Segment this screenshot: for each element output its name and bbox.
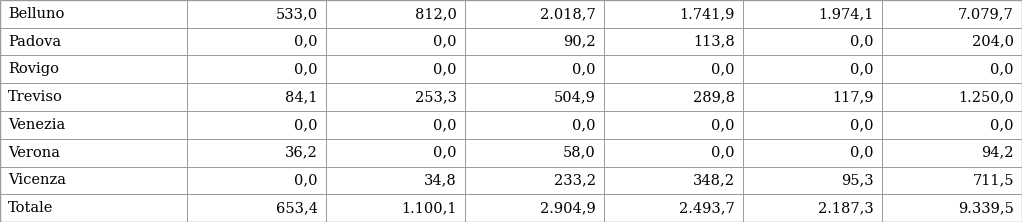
- Text: 2.904,9: 2.904,9: [540, 201, 596, 215]
- Text: Treviso: Treviso: [8, 90, 63, 104]
- Text: Vicenza: Vicenza: [8, 173, 66, 187]
- Text: 0,0: 0,0: [850, 35, 874, 49]
- Text: 0,0: 0,0: [850, 118, 874, 132]
- Text: 0,0: 0,0: [433, 146, 457, 160]
- Text: 253,3: 253,3: [415, 90, 457, 104]
- Text: 0,0: 0,0: [711, 62, 735, 76]
- Text: 1.250,0: 1.250,0: [958, 90, 1014, 104]
- Text: 653,4: 653,4: [276, 201, 318, 215]
- Text: 812,0: 812,0: [415, 7, 457, 21]
- Text: 9.339,5: 9.339,5: [958, 201, 1014, 215]
- Text: 0,0: 0,0: [990, 62, 1014, 76]
- Text: 2.018,7: 2.018,7: [540, 7, 596, 21]
- Text: 0,0: 0,0: [433, 118, 457, 132]
- Text: 0,0: 0,0: [294, 173, 318, 187]
- Text: 533,0: 533,0: [276, 7, 318, 21]
- Text: 1.974,1: 1.974,1: [819, 7, 874, 21]
- Text: 0,0: 0,0: [572, 62, 596, 76]
- Text: 1.100,1: 1.100,1: [402, 201, 457, 215]
- Text: 504,9: 504,9: [554, 90, 596, 104]
- Text: 58,0: 58,0: [563, 146, 596, 160]
- Text: 34,8: 34,8: [424, 173, 457, 187]
- Text: Padova: Padova: [8, 35, 61, 49]
- Text: 0,0: 0,0: [711, 146, 735, 160]
- Text: 84,1: 84,1: [285, 90, 318, 104]
- Text: 711,5: 711,5: [972, 173, 1014, 187]
- Text: Rovigo: Rovigo: [8, 62, 59, 76]
- Text: 348,2: 348,2: [693, 173, 735, 187]
- Text: 94,2: 94,2: [981, 146, 1014, 160]
- Text: 289,8: 289,8: [693, 90, 735, 104]
- Text: Venezia: Venezia: [8, 118, 65, 132]
- Text: 0,0: 0,0: [990, 118, 1014, 132]
- Text: 233,2: 233,2: [554, 173, 596, 187]
- Text: 95,3: 95,3: [841, 173, 874, 187]
- Text: 0,0: 0,0: [850, 146, 874, 160]
- Text: 0,0: 0,0: [433, 35, 457, 49]
- Text: 36,2: 36,2: [285, 146, 318, 160]
- Text: 204,0: 204,0: [972, 35, 1014, 49]
- Text: 0,0: 0,0: [433, 62, 457, 76]
- Text: 0,0: 0,0: [572, 118, 596, 132]
- Text: 1.741,9: 1.741,9: [680, 7, 735, 21]
- Text: 0,0: 0,0: [294, 35, 318, 49]
- Text: 113,8: 113,8: [693, 35, 735, 49]
- Text: 2.187,3: 2.187,3: [818, 201, 874, 215]
- Text: 117,9: 117,9: [832, 90, 874, 104]
- Text: 7.079,7: 7.079,7: [958, 7, 1014, 21]
- Text: Totale: Totale: [8, 201, 53, 215]
- Text: 0,0: 0,0: [850, 62, 874, 76]
- Text: 90,2: 90,2: [563, 35, 596, 49]
- Text: 0,0: 0,0: [711, 118, 735, 132]
- Text: Verona: Verona: [8, 146, 60, 160]
- Text: 0,0: 0,0: [294, 118, 318, 132]
- Text: 0,0: 0,0: [294, 62, 318, 76]
- Text: Belluno: Belluno: [8, 7, 64, 21]
- Text: 2.493,7: 2.493,7: [679, 201, 735, 215]
